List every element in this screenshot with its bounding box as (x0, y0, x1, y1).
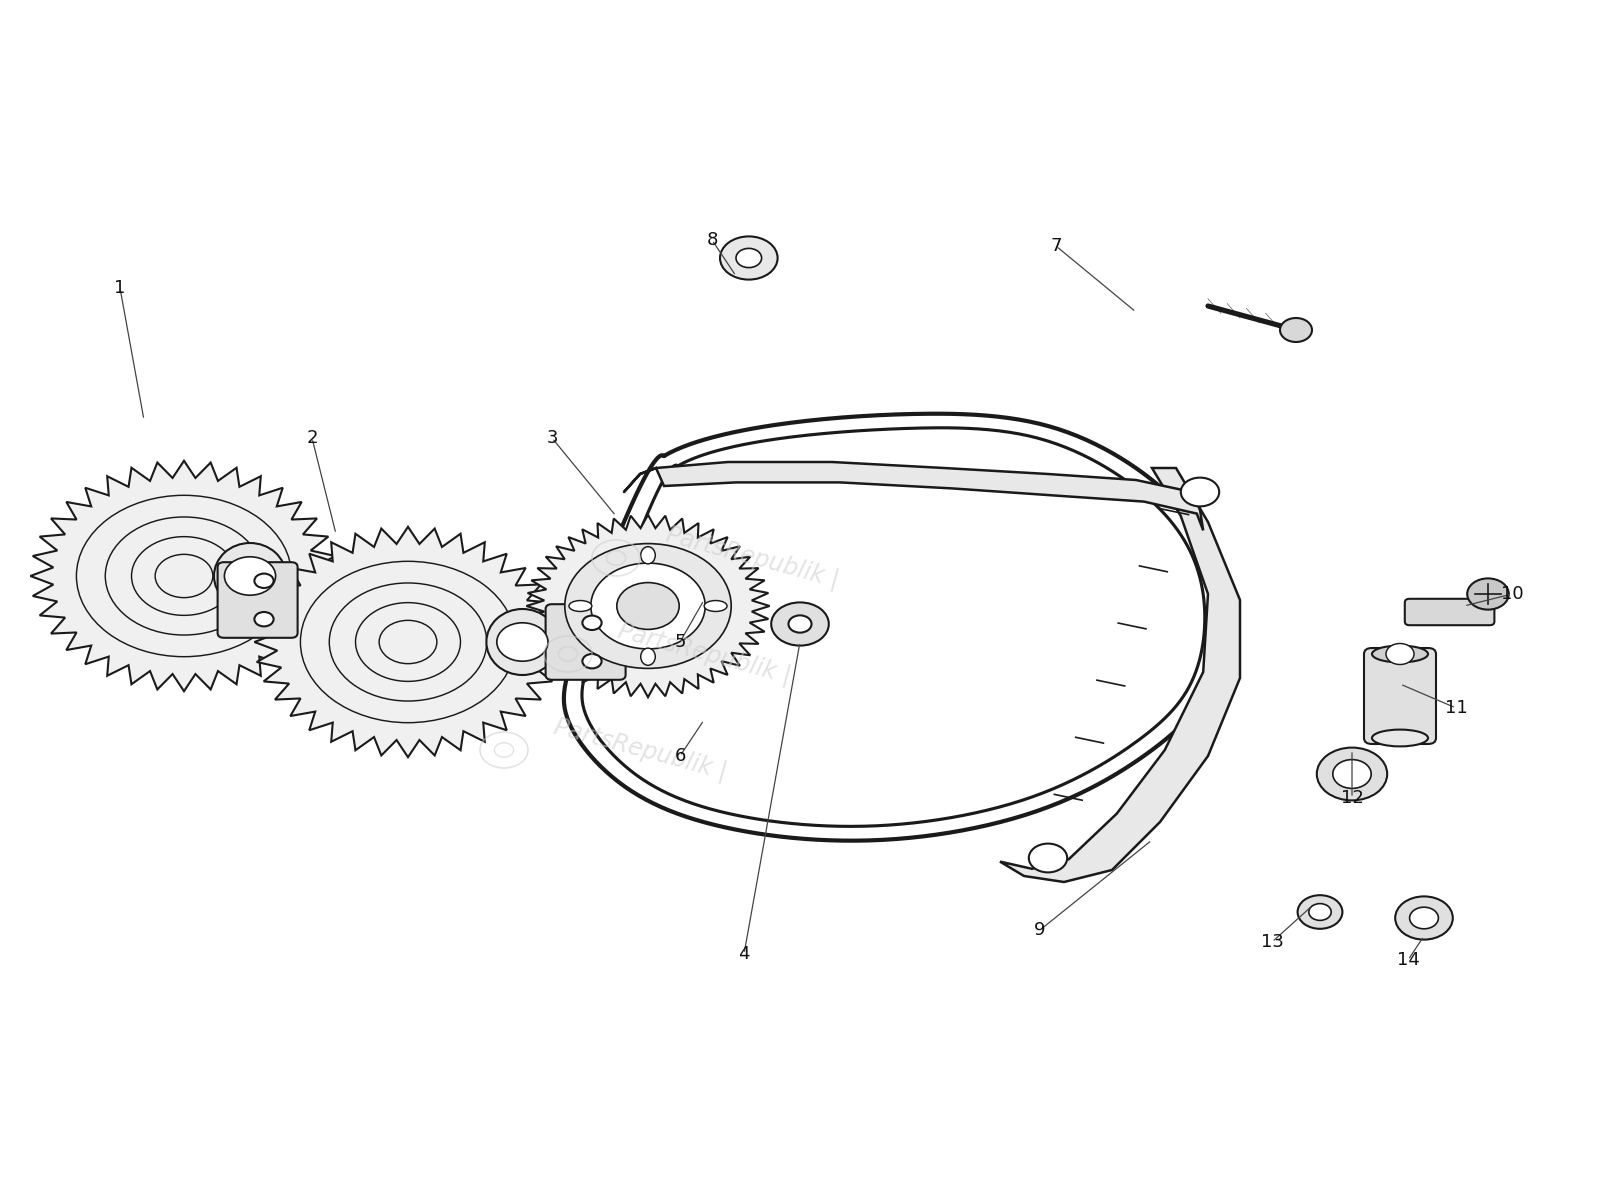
Circle shape (1467, 578, 1509, 610)
Text: 9: 9 (1034, 922, 1046, 938)
Circle shape (736, 248, 762, 268)
Text: 8: 8 (706, 230, 718, 248)
Text: PartsRepublik |: PartsRepublik | (662, 523, 842, 593)
Text: 3: 3 (546, 428, 558, 446)
Circle shape (590, 563, 706, 649)
Ellipse shape (360, 630, 416, 690)
Circle shape (1410, 907, 1438, 929)
Ellipse shape (570, 600, 592, 612)
Circle shape (106, 517, 262, 635)
Circle shape (789, 616, 811, 632)
Circle shape (1280, 318, 1312, 342)
Circle shape (582, 654, 602, 668)
Polygon shape (526, 515, 770, 697)
Text: 11: 11 (1445, 698, 1467, 718)
Ellipse shape (1373, 730, 1429, 746)
Ellipse shape (640, 547, 656, 564)
Circle shape (1309, 904, 1331, 920)
Circle shape (77, 496, 291, 656)
Polygon shape (624, 462, 1203, 530)
Polygon shape (30, 461, 338, 691)
Text: 1: 1 (114, 278, 126, 296)
Circle shape (330, 583, 486, 701)
FancyBboxPatch shape (1405, 599, 1494, 625)
Text: 13: 13 (1261, 934, 1283, 950)
Circle shape (131, 536, 237, 616)
Circle shape (1333, 760, 1371, 788)
Polygon shape (254, 527, 562, 757)
FancyBboxPatch shape (546, 605, 626, 679)
FancyBboxPatch shape (218, 562, 298, 638)
Polygon shape (1000, 468, 1240, 882)
Circle shape (1386, 643, 1414, 665)
Ellipse shape (704, 600, 726, 612)
Text: 12: 12 (1341, 790, 1363, 806)
Circle shape (771, 602, 829, 646)
Circle shape (224, 557, 275, 595)
Circle shape (254, 574, 274, 588)
Ellipse shape (136, 528, 192, 588)
Ellipse shape (368, 594, 424, 654)
Circle shape (1181, 478, 1219, 506)
Circle shape (1317, 748, 1387, 800)
Circle shape (616, 582, 680, 629)
Text: 5: 5 (674, 634, 686, 650)
Text: 10: 10 (1501, 584, 1523, 602)
Ellipse shape (144, 564, 200, 624)
Circle shape (582, 616, 602, 630)
Text: 14: 14 (1397, 950, 1419, 970)
Ellipse shape (640, 648, 656, 665)
Text: PartsRepublik |: PartsRepublik | (550, 715, 730, 785)
Text: PartsRepublik |: PartsRepublik | (614, 619, 794, 689)
Text: 7: 7 (1050, 236, 1062, 254)
Circle shape (254, 612, 274, 626)
Circle shape (355, 602, 461, 682)
FancyBboxPatch shape (1363, 648, 1437, 744)
Circle shape (496, 623, 547, 661)
Text: 4: 4 (738, 946, 750, 962)
Circle shape (379, 620, 437, 664)
Ellipse shape (214, 542, 286, 608)
Text: 2: 2 (306, 428, 318, 446)
Circle shape (1298, 895, 1342, 929)
Circle shape (155, 554, 213, 598)
Circle shape (1029, 844, 1067, 872)
Circle shape (301, 562, 515, 722)
Circle shape (1395, 896, 1453, 940)
Circle shape (565, 544, 731, 668)
Ellipse shape (1373, 646, 1429, 662)
Text: 6: 6 (674, 746, 686, 766)
Ellipse shape (486, 608, 558, 674)
Circle shape (720, 236, 778, 280)
